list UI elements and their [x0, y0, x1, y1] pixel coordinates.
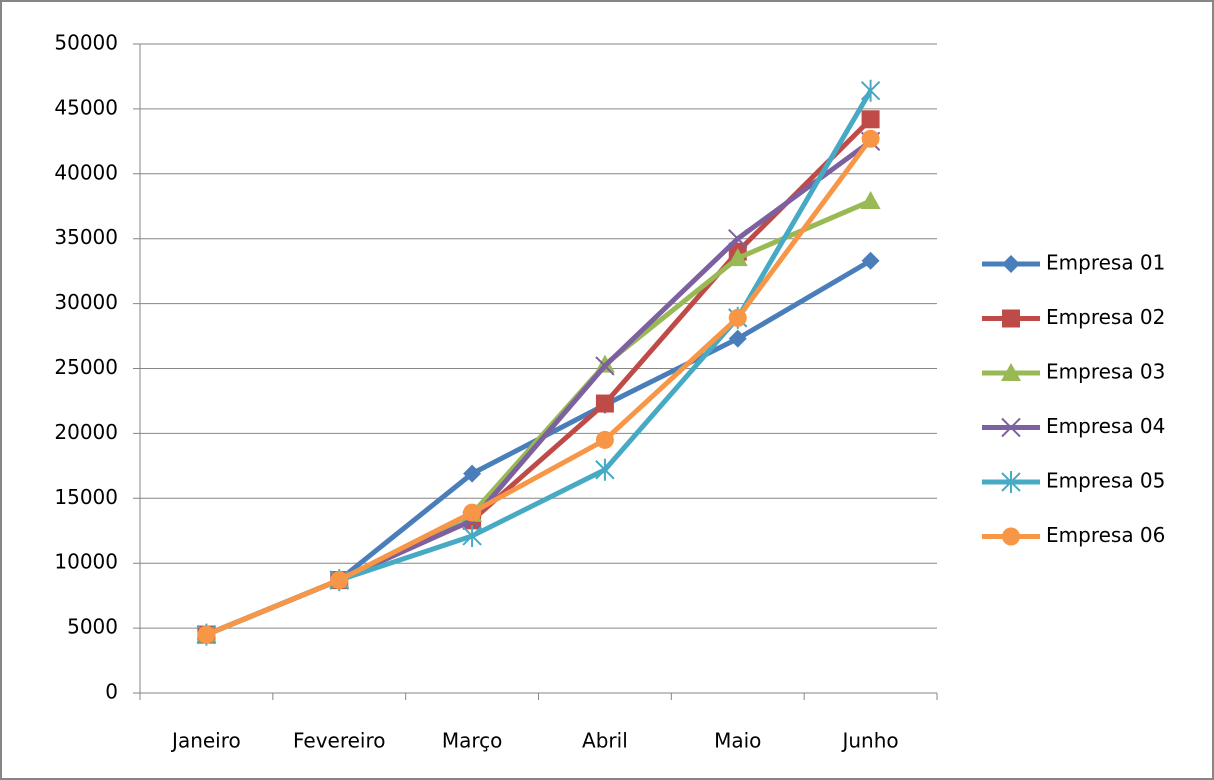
- marker: [1002, 255, 1020, 273]
- y-tick-label: 0: [105, 680, 118, 704]
- y-tick-label: 20000: [54, 420, 118, 444]
- y-tick-label: 35000: [54, 225, 118, 249]
- marker: [330, 571, 349, 590]
- marker: [728, 329, 747, 348]
- y-tick-label: 40000: [54, 160, 118, 184]
- marker: [860, 191, 881, 210]
- marker: [861, 110, 880, 129]
- x-tick-label: Março: [442, 729, 503, 753]
- marker: [463, 464, 482, 483]
- x-tick-label: Abril: [582, 729, 628, 753]
- marker: [595, 458, 615, 481]
- y-tick-label: 5000: [67, 615, 118, 639]
- legend-label: Empresa 04: [1046, 414, 1165, 438]
- x-tick-label: Maio: [714, 729, 761, 753]
- y-tick-label: 30000: [54, 290, 118, 314]
- x-tick-label: Junho: [840, 729, 898, 753]
- marker: [1002, 309, 1020, 328]
- y-tick-label: 50000: [54, 31, 118, 55]
- marker: [728, 228, 748, 249]
- marker: [1001, 417, 1021, 438]
- marker: [462, 524, 482, 547]
- marker: [861, 129, 880, 148]
- legend-label: Empresa 03: [1046, 360, 1165, 384]
- marker: [860, 79, 881, 102]
- marker: [595, 394, 614, 413]
- x-tick-label: Janeiro: [170, 729, 241, 753]
- marker: [728, 308, 747, 327]
- marker: [1001, 471, 1021, 493]
- legend-label: Empresa 06: [1046, 523, 1165, 547]
- marker: [197, 625, 216, 644]
- y-tick-label: 15000: [54, 485, 118, 509]
- marker: [463, 503, 482, 522]
- x-tick-label: Fevereiro: [293, 729, 386, 753]
- marker: [595, 356, 615, 376]
- y-tick-label: 10000: [54, 550, 118, 574]
- legend-label: Empresa 02: [1046, 305, 1165, 329]
- series-line: [205, 137, 873, 637]
- legend-label: Empresa 01: [1046, 251, 1165, 275]
- y-tick-label: 45000: [54, 95, 118, 119]
- y-tick-label: 25000: [54, 355, 118, 379]
- marker: [1001, 363, 1021, 381]
- marker: [595, 430, 614, 449]
- marker: [861, 251, 880, 270]
- marker: [727, 248, 748, 267]
- marker: [1002, 527, 1020, 546]
- legend-label: Empresa 05: [1046, 469, 1165, 493]
